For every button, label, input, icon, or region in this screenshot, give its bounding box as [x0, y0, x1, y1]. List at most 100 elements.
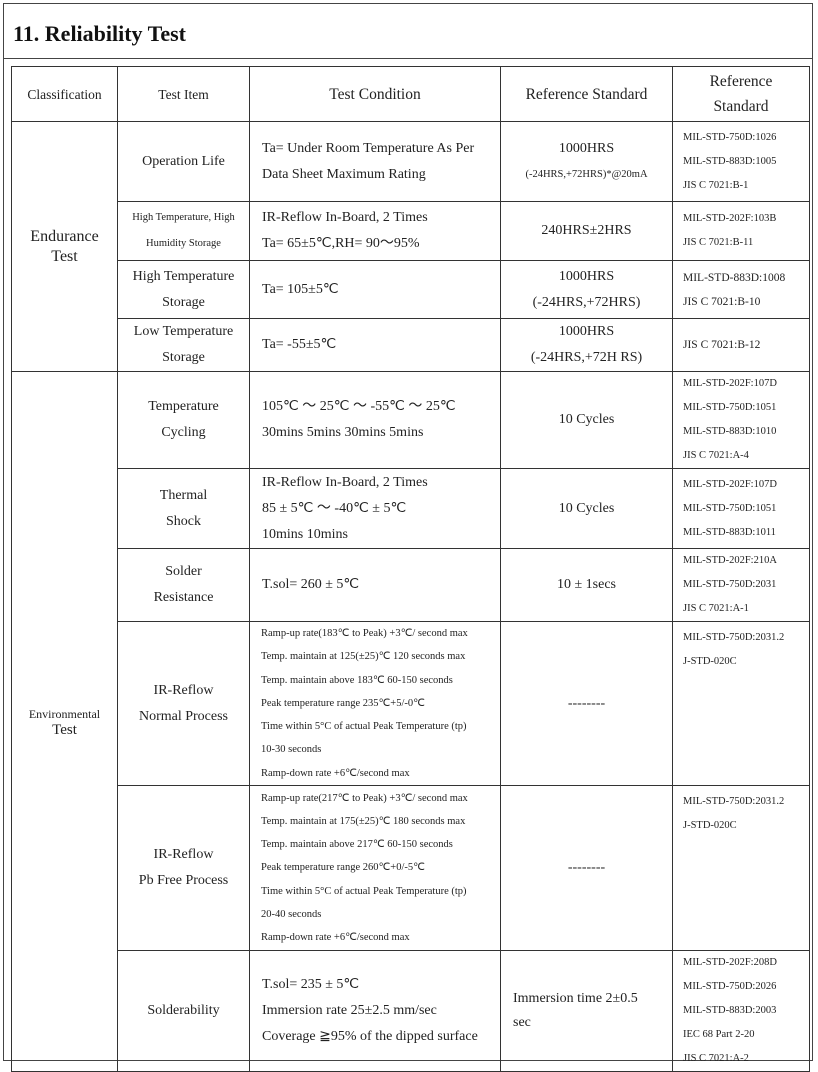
- standards-cell-line: JIS C 7021:A-2: [683, 1053, 749, 1065]
- test-condition-cell: Ta= -55±5℃: [249, 318, 501, 372]
- reference-cell: --------: [500, 620, 673, 787]
- test-item-cell: Solderability: [117, 950, 250, 1072]
- standards-cell-line: MIL-STD-202F:107D: [683, 478, 777, 490]
- standards-cell-line: MIL-STD-750D:1051: [683, 502, 777, 514]
- standards-cell: JIS C 7021:B-12: [672, 318, 810, 372]
- standards-cell-line: MIL-STD-750D:2026: [683, 981, 777, 993]
- table-row: High Temperature, High Humidity Storage IR…: [12, 201, 810, 261]
- test-item-cell-line: Thermal: [159, 487, 208, 503]
- reference-cell-line: (-24HRS,+72H RS): [530, 350, 643, 365]
- standards-cell-line: J-STD-020C: [683, 656, 737, 667]
- standards-cell-line: MIL-STD-883D:1008: [683, 271, 786, 284]
- standards-cell-line: MIL-STD-750D:2031.2: [683, 796, 785, 808]
- test-item-cell: Low Temperature Storage: [117, 318, 250, 372]
- test-condition-cell-line: Data Sheet Maximum Rating: [262, 166, 426, 182]
- reference-cell: 10 Cycles: [500, 468, 673, 549]
- standards-cell-line: MIL-STD-750D:2031.2: [683, 632, 785, 643]
- classification-cell-line: Test: [52, 721, 77, 738]
- reference-cell: 1000HRS (-24HRS,+72H RS): [500, 318, 673, 372]
- standards-cell: MIL-STD-202F:103B JIS C 7021:B-11: [672, 201, 810, 261]
- test-condition-cell-line: Temp. maintain at 125(±25)℃ 120 seconds …: [261, 651, 466, 663]
- table-row: IR-Reflow Normal Process Ramp-up rate(183℃…: [12, 620, 810, 787]
- test-condition-cell-line: IR-Reflow In-Board, 2 Times: [262, 210, 428, 225]
- test-condition-cell-line: Coverage ≧95% of the dipped surface: [262, 1029, 478, 1045]
- test-item-cell: High Temperature Storage: [117, 260, 250, 319]
- reference-cell: 1000HRS (-24HRS,+72HRS): [500, 260, 673, 319]
- standards-cell: MIL-STD-750D:2031.2 J-STD-020C: [672, 785, 810, 952]
- test-item-cell-line: IR-Reflow: [153, 847, 214, 863]
- table-row: High Temperature Storage Ta= 105±5℃ 1000HRS…: [12, 260, 810, 319]
- test-item-cell-line: High Temperature, High: [132, 212, 235, 223]
- test-item-cell: Temperature Cycling: [117, 371, 250, 469]
- test-condition-cell-line: Time within 5°C of actual Peak Temperatu…: [261, 885, 467, 897]
- reference-cell: 240HRS±2HRS: [500, 201, 673, 261]
- test-condition-cell-line: T.sol= 260 ± 5℃: [262, 577, 360, 592]
- header-reference-standard-2: Reference Standard: [672, 66, 810, 122]
- standards-cell-line: MIL-STD-202F:208D: [683, 957, 777, 969]
- test-condition-cell-line: Time within 5°C of actual Peak Temperatu…: [261, 721, 467, 733]
- test-item-cell: Solder Resistance: [117, 548, 250, 622]
- reference-cell: 1000HRS (-24HRS,+72HRS)*@20mA: [500, 121, 673, 202]
- standards-cell-line: JIS C 7021:B-10: [683, 295, 761, 308]
- test-item-cell-line: Operation Life: [142, 153, 225, 169]
- standards-cell: MIL-STD-202F:208D MIL-STD-750D:2026 MIL-ST…: [672, 950, 810, 1072]
- standards-cell-line: MIL-STD-202F:103B: [683, 213, 777, 224]
- classification-cell: Endurance Test: [11, 121, 118, 372]
- reference-cell-line: 10 Cycles: [558, 500, 615, 516]
- standards-cell-line: MIL-STD-750D:1026: [683, 131, 777, 143]
- test-condition-cell-line: Temp. maintain at 175(±25)℃ 180 seconds …: [261, 815, 466, 827]
- test-condition-cell: IR-Reflow In-Board, 2 Times Ta= 65±5℃,RH=…: [249, 201, 501, 261]
- standards-cell-line: MIL-STD-750D:1051: [683, 402, 777, 413]
- reference-cell-line: --------: [567, 860, 606, 876]
- reference-cell: 10 Cycles: [500, 371, 673, 469]
- classification-cell-line: Test: [51, 247, 78, 265]
- table-row: Endurance Test Operation Life Ta= Under Roo…: [11, 121, 810, 372]
- test-item-cell-line: Low Temperature: [133, 324, 234, 339]
- reference-cell-line: 10 ± 1secs: [556, 577, 616, 592]
- test-condition-cell-line: 10mins 10mins: [262, 526, 348, 542]
- reference-cell-line: 1000HRS: [558, 268, 615, 284]
- standards-cell: MIL-STD-202F:107D MIL-STD-750D:1051 MIL-ST…: [672, 468, 810, 549]
- header-classification: Classification: [11, 66, 118, 122]
- test-condition-cell-line: Ta= Under Room Temperature As Per: [262, 140, 475, 156]
- test-condition-cell-line: Ta= -55±5℃: [262, 337, 337, 352]
- reference-cell-line: 1000HRS: [558, 324, 615, 339]
- standards-cell: MIL-STD-202F:107D MIL-STD-750D:1051 MIL-ST…: [672, 371, 810, 469]
- test-item-cell: IR-Reflow Normal Process: [117, 620, 250, 787]
- test-condition-cell-line: Peak temperature range 235℃+5/-0℃: [261, 697, 425, 709]
- standards-cell-line: MIL-STD-202F:107D: [683, 378, 777, 389]
- table-row: Low Temperature Storage Ta= -55±5℃ 1000HRS (…: [12, 318, 810, 372]
- standards-cell-line: JIS C 7021:A-4: [683, 450, 749, 461]
- reference-cell: Immersion time 2±0.5 sec: [500, 950, 673, 1072]
- reliability-test-table: Classification Test Item Test Condition …: [11, 66, 810, 1072]
- test-condition-cell-line: Peak temperature range 260℃+0/-5℃: [261, 862, 425, 874]
- test-condition-cell-line: Ramp-up rate(183℃ to Peak) +3℃/ second m…: [261, 628, 468, 639]
- standards-cell-line: JIS C 7021:B-1: [683, 179, 749, 191]
- test-condition-cell: T.sol= 235 ± 5℃ Immersion rate 25±2.5 mm/…: [249, 950, 501, 1072]
- table-row: Environmental Test Temperature Cycling 105℃ …: [11, 370, 810, 1072]
- test-condition-cell: IR-Reflow In-Board, 2 Times 85 ± 5℃ ～ -40…: [249, 468, 501, 549]
- test-condition-cell-line: Ramp-down rate +6℃/second max: [261, 932, 410, 944]
- classification-cell-line: Environmental: [28, 706, 101, 721]
- standards-cell: MIL-STD-202F:210A MIL-STD-750D:2031 JIS C …: [672, 548, 810, 622]
- test-item-cell-line: Pb Free Process: [138, 873, 229, 889]
- standards-cell-line: JIS C 7021:B-12: [683, 339, 761, 351]
- test-item-cell: IR-Reflow Pb Free Process: [117, 785, 250, 952]
- test-condition-cell: Ramp-up rate(183℃ to Peak) +3℃/ second m…: [249, 620, 501, 787]
- title-bar: 11. Reliability Test: [3, 3, 813, 59]
- standards-cell: MIL-STD-883D:1008 JIS C 7021:B-10: [672, 260, 810, 319]
- header-test-item: Test Item: [117, 66, 250, 122]
- reference-cell-line: --------: [567, 695, 606, 711]
- reference-cell-line: 10 Cycles: [558, 412, 615, 427]
- test-condition-cell: Ta= 105±5℃: [249, 260, 501, 319]
- test-condition-cell-line: 10-30 seconds: [261, 744, 322, 756]
- test-item-cell-line: Storage: [162, 350, 205, 365]
- standards-cell: MIL-STD-750D:2031.2 J-STD-020C: [672, 620, 810, 787]
- classification-cell: Environmental Test: [11, 370, 118, 1072]
- test-condition-cell-line: Temp. maintain above 217℃ 60-150 seconds: [261, 839, 453, 851]
- test-item-cell-line: Temperature: [148, 399, 219, 414]
- table-row: Solderability T.sol= 235 ± 5℃ Immersion ra…: [12, 950, 810, 1072]
- test-condition-cell-line: Ramp-up rate(217℃ to Peak) +3℃/ second m…: [261, 792, 468, 804]
- test-item-cell-line: IR-Reflow: [153, 682, 214, 698]
- test-item-cell: Thermal Shock: [117, 468, 250, 549]
